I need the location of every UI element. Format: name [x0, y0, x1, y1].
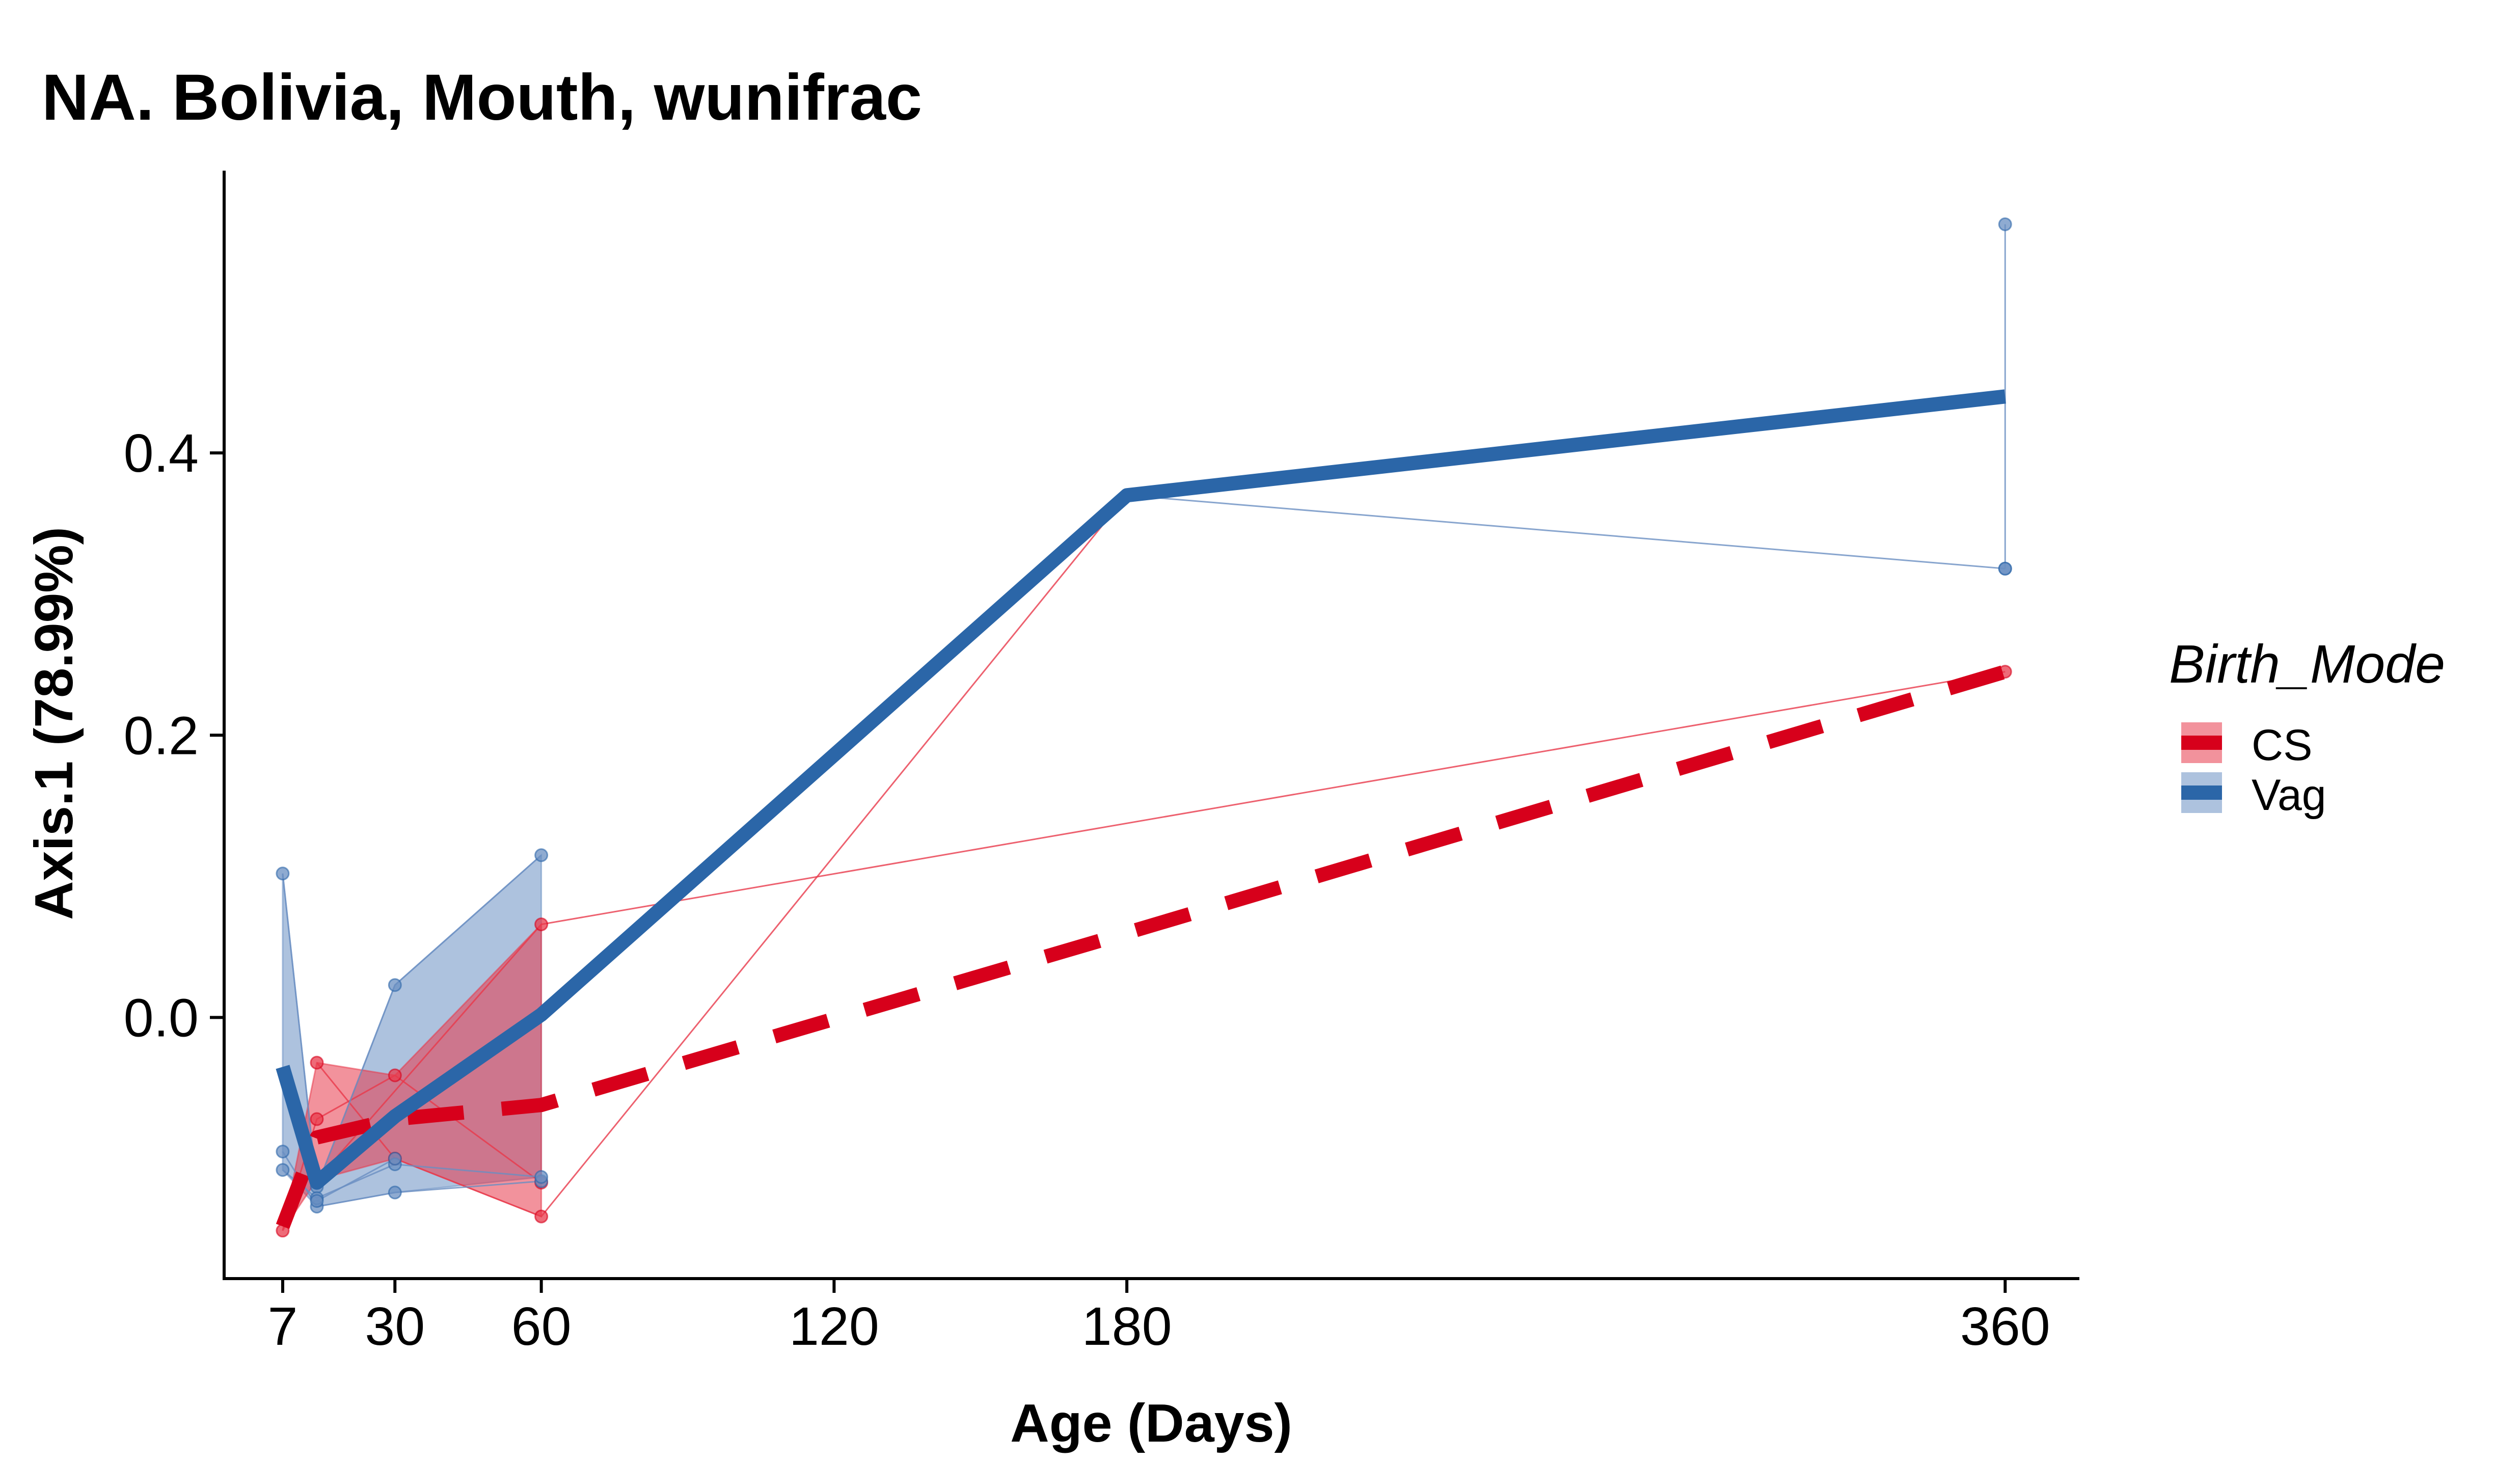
y-tick-label: 0.2 — [124, 706, 199, 766]
y-axis-label: Axis.1 (78.99%) — [24, 527, 84, 920]
mean-lines — [276, 389, 2008, 1229]
x-tick-label: 30 — [365, 1296, 425, 1357]
data-point-vag — [388, 1185, 402, 1200]
data-point-vag — [310, 1194, 324, 1208]
data-point-vag — [276, 866, 290, 881]
legend-label-cs: CS — [2252, 721, 2312, 770]
data-point-vag — [534, 1170, 549, 1184]
legend-label-vag: Vag — [2252, 771, 2326, 820]
chart-title: NA. Bolivia, Mouth, wunifrac — [42, 61, 922, 134]
data-point-cs — [534, 1209, 549, 1224]
y-tick-label: 0.0 — [124, 988, 199, 1048]
data-point-vag — [1998, 561, 2012, 576]
x-tick-label: 60 — [511, 1296, 572, 1357]
subject-line-vag-0 — [282, 854, 542, 1187]
data-point-cs — [534, 917, 549, 932]
y-axis-ticks: 0.0 0.2 0.4 — [124, 423, 224, 1048]
x-tick-label: 120 — [789, 1296, 879, 1357]
subject-line-vag-3 — [316, 1158, 396, 1202]
data-point-vag — [534, 848, 549, 862]
mean-line-vag — [276, 389, 2006, 1190]
legend-title: Birth_Mode — [2169, 634, 2445, 694]
data-point-cs — [388, 1068, 402, 1082]
data-point-vag — [1998, 217, 2012, 231]
data-point-vag — [388, 978, 402, 992]
x-tick-label: 180 — [1082, 1296, 1172, 1357]
subject-lines — [282, 224, 2006, 1231]
data-point-vag — [276, 1163, 290, 1177]
x-axis-label: Age (Days) — [1010, 1393, 1292, 1453]
data-point-vag — [276, 1145, 290, 1159]
y-tick-label: 0.4 — [124, 423, 199, 483]
data-point-cs — [310, 1112, 324, 1126]
subject-line-vag-4 — [1126, 494, 2006, 570]
plot-area — [276, 217, 2012, 1238]
data-point-cs — [310, 1055, 324, 1070]
x-axis-ticks: 7 30 60 120 180 360 — [267, 1279, 2050, 1357]
mean-line-cs — [276, 665, 2008, 1229]
x-tick-label: 7 — [267, 1296, 297, 1357]
data-point-vag — [388, 1152, 402, 1166]
x-tick-label: 360 — [1960, 1296, 2050, 1357]
